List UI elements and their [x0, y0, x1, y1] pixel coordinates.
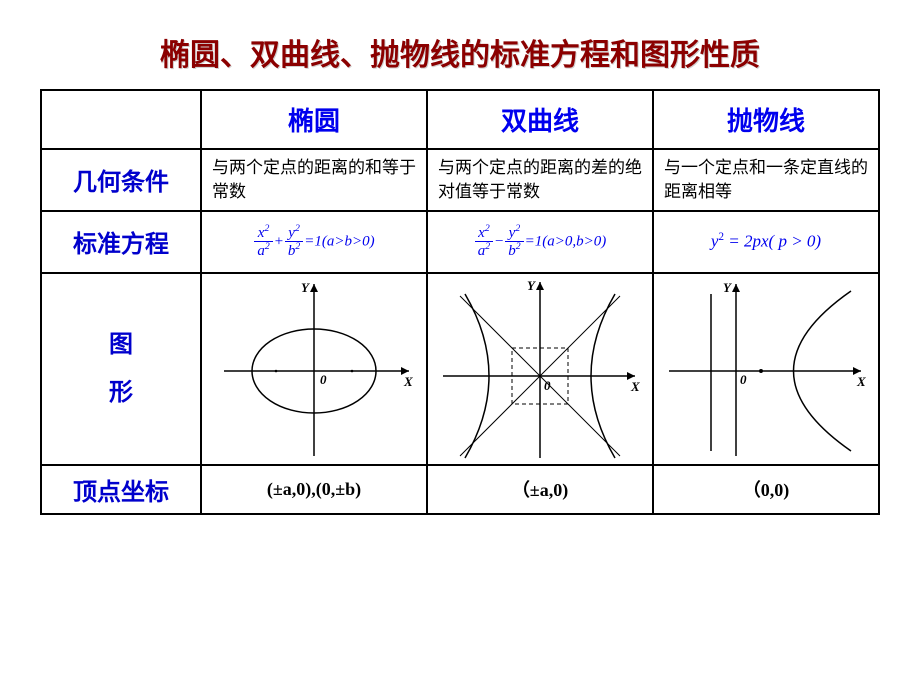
graph-hyperbola: 0 X Y	[427, 273, 653, 465]
svg-text:0: 0	[740, 372, 747, 387]
eq-el-a: a	[257, 243, 265, 259]
geo-condition-row: 几何条件 与两个定点的距离的和等于常数 与两个定点的距离的差的绝对值等于常数 与…	[41, 149, 879, 211]
eq-hyperbola: x2a2−y2b2=1(a>0,b>0)	[427, 211, 653, 273]
vertex-parabola: （0,0)	[653, 465, 879, 514]
equation-row: 标准方程 x2a2+y2b2=1(a>b>0) x2a2−y2b2=1(a>0,…	[41, 211, 879, 273]
row-label-vertex: 顶点坐标	[41, 465, 201, 514]
geo-ellipse: 与两个定点的距离的和等于常数	[201, 149, 427, 211]
empty-corner	[41, 90, 201, 149]
conic-sections-table: 椭圆 双曲线 抛物线 几何条件 与两个定点的距离的和等于常数 与两个定点的距离的…	[40, 89, 880, 515]
svg-text:Y: Y	[301, 280, 310, 295]
eq-ellipse: x2a2+y2b2=1(a>b>0)	[201, 211, 427, 273]
col-hyperbola: 双曲线	[427, 90, 653, 149]
eq-hy-x: x	[478, 225, 485, 241]
eq-hy-cond: =1(a>0,b>0)	[525, 233, 607, 249]
row-label-eq: 标准方程	[41, 211, 201, 273]
graph-label-2: 形	[109, 379, 133, 406]
row-label-graph: 图 形	[41, 273, 201, 465]
col-ellipse: 椭圆	[201, 90, 427, 149]
graph-parabola: 0 X Y	[653, 273, 879, 465]
eq-el-cond: =1(a>b>0)	[304, 233, 374, 249]
svg-text:X: X	[630, 379, 640, 394]
graph-row: 图 形 0 X Y	[41, 273, 879, 465]
vertex-row: 顶点坐标 (±a,0),(0,±b) （±a,0) （0,0)	[41, 465, 879, 514]
col-parabola: 抛物线	[653, 90, 879, 149]
vertex-hyperbola: （±a,0)	[427, 465, 653, 514]
header-row: 椭圆 双曲线 抛物线	[41, 90, 879, 149]
svg-text:0: 0	[320, 372, 327, 387]
row-label-geo: 几何条件	[41, 149, 201, 211]
eq-parabola: y2 = 2px( p > 0)	[653, 211, 879, 273]
graph-ellipse: 0 X Y	[201, 273, 427, 465]
eq-el-y: y	[288, 225, 295, 241]
geo-hyperbola: 与两个定点的距离的差的绝对值等于常数	[427, 149, 653, 211]
svg-text:0: 0	[544, 378, 551, 393]
svg-text:X: X	[856, 374, 866, 389]
eq-hy-b: b	[508, 243, 516, 259]
vertex-ellipse: (±a,0),(0,±b)	[201, 465, 427, 514]
svg-text:X: X	[403, 374, 413, 389]
geo-parabola: 与一个定点和一条定直线的距离相等	[653, 149, 879, 211]
svg-text:Y: Y	[723, 280, 732, 295]
page-title: 椭圆、双曲线、抛物线的标准方程和图形性质	[40, 30, 880, 74]
svg-text:Y: Y	[527, 278, 536, 293]
graph-label-1: 图	[109, 331, 133, 358]
